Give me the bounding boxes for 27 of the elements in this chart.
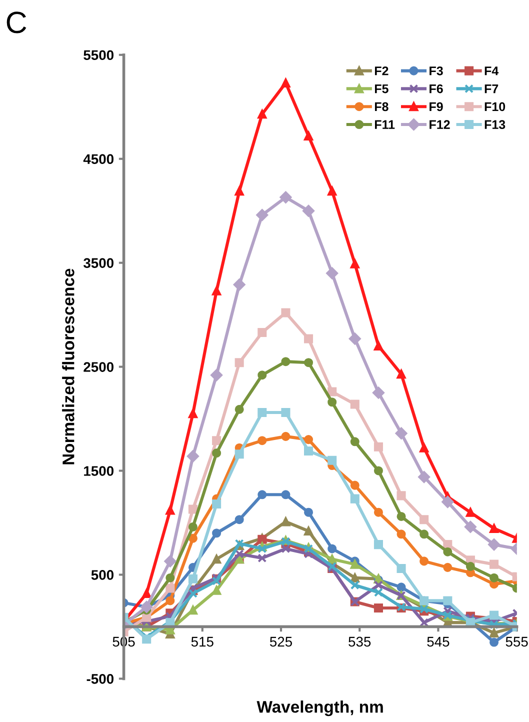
legend-label: F12 [430,120,450,129]
y-tick-label: 1500 [84,466,114,476]
legend-label: F13 [484,120,506,130]
y-tick-label: -500 [86,674,114,684]
legend-label: F11 [374,120,395,129]
y-axis-title: Normalized fluorescence [62,268,74,464]
y-tick-label: 2500 [84,362,114,372]
y-tick-label: 500 [91,570,114,580]
legend-label: F4 [484,66,499,76]
legend-label: F5 [374,84,388,94]
legend-label: F9 [430,102,443,112]
legend-label: F6 [430,84,443,94]
x-tick-label: 545 [427,636,450,647]
legend-label: F2 [374,66,388,76]
x-tick-label: 515 [191,636,214,647]
x-tick-label: 525 [270,636,292,647]
legend-label: F8 [374,102,388,112]
y-tick-label: 5500 [84,50,114,60]
x-axis-title: Wavelength, nm [256,700,383,716]
legend-label: F10 [484,102,506,112]
chart-title: C [6,12,26,34]
legend-label: F7 [484,84,498,94]
legend-label: F3 [430,66,443,76]
y-tick-label: 3500 [83,258,114,268]
x-tick-label: 535 [348,636,371,647]
x-tick-label: 555 [506,636,528,647]
y-tick-label: 4500 [83,154,114,164]
